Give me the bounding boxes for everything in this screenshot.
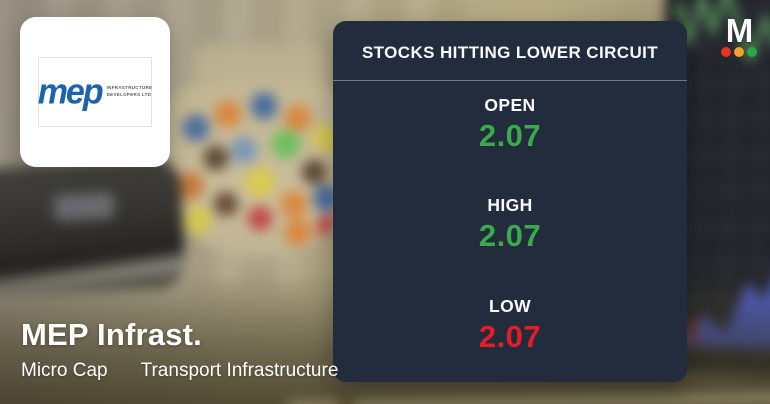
high-label: HIGH <box>487 195 533 216</box>
stock-stats-panel: STOCKS HITTING LOWER CIRCUIT OPEN 2.07 H… <box>333 21 687 382</box>
stat-row-low: LOW 2.07 <box>333 282 687 382</box>
company-logo: mep INFRASTRUCTURE DEVELOPERS LTD <box>38 57 152 127</box>
panel-rows: OPEN 2.07 HIGH 2.07 LOW 2.07 <box>333 81 687 382</box>
brand-dot-red <box>721 47 731 57</box>
brand-mark: M <box>717 12 761 57</box>
stat-row-high: HIGH 2.07 <box>333 181 687 281</box>
brand-dots <box>717 47 761 57</box>
mep-logo-subtext: INFRASTRUCTURE DEVELOPERS LTD <box>106 85 153 97</box>
open-label: OPEN <box>484 95 536 115</box>
candy-jar <box>168 86 350 258</box>
company-logo-card: mep INFRASTRUCTURE DEVELOPERS LTD <box>20 17 170 167</box>
panel-title: STOCKS HITTING LOWER CIRCUIT <box>361 42 659 62</box>
company-info: MEP Infrast. Micro Cap Transport Infrast… <box>21 317 338 382</box>
mep-logo-wordmark: mep <box>37 72 104 112</box>
panel-divider <box>333 80 687 81</box>
low-label: LOW <box>488 295 532 316</box>
company-name: MEP Infrast. <box>21 317 202 352</box>
brand-dot-green <box>747 47 757 57</box>
high-value: 2.07 <box>478 218 542 254</box>
stat-row-open: OPEN 2.07 <box>333 81 687 181</box>
sector-tag: Transport Infrastructure <box>140 360 339 381</box>
green-chart-line <box>663 0 770 65</box>
low-value: 2.07 <box>478 318 542 354</box>
open-value: 2.07 <box>478 118 542 153</box>
company-tags: Micro Cap Transport Infrastructure <box>21 360 338 382</box>
market-cap-tag: Micro Cap <box>21 360 108 381</box>
brand-dot-orange <box>734 47 744 57</box>
stock-monitor <box>653 0 770 377</box>
brand-m-letter: M <box>725 12 754 49</box>
